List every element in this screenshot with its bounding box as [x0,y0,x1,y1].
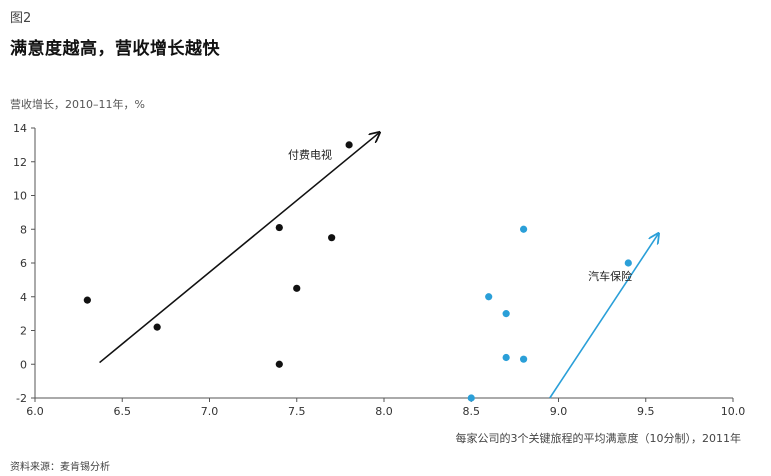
x-tick-label: 6.5 [114,405,132,418]
chart-title: 满意度越高，营收增长越快 [10,39,220,59]
trend-arrow [99,133,379,364]
y-tick-label: 6 [20,257,27,270]
x-tick-label: 8.0 [375,405,393,418]
data-point [275,223,283,232]
data-point [153,323,161,331]
data-point [328,234,336,242]
x-tick-label: 9.5 [637,405,655,418]
y-tick-label: 14 [13,122,27,135]
x-tick-label: 7.0 [201,405,219,418]
x-axis-label: 每家公司的3个关键旅程的平均满意度（10分制），2011年 [455,432,742,445]
data-point [502,353,510,362]
y-tick-label: 12 [13,156,27,169]
y-tick-label: 8 [20,223,27,236]
y-tick-label: -2 [16,392,27,405]
series-annotation: 汽车保险 [588,269,632,283]
x-tick-label: 6.0 [26,405,44,418]
data-point [624,259,632,267]
y-tick-label: 2 [20,325,27,338]
y-tick-label: 0 [20,358,27,371]
data-point [83,296,91,304]
trend-arrow [549,234,658,399]
figure-label: 图2 [10,11,32,26]
data-point [467,394,475,402]
y-axis-label: 营收增长，2010–11年，% [10,98,145,111]
source-note: 资料来源：麦肯锡分析 [10,462,110,473]
y-tick-label: 4 [20,291,27,304]
data-point [502,310,510,318]
data-point [293,284,301,292]
data-point [275,360,283,368]
x-tick-label: 10.0 [721,405,746,418]
data-point [520,355,528,363]
data-point [520,225,528,233]
x-tick-label: 8.5 [463,405,481,418]
x-tick-label: 7.5 [288,405,306,418]
series-annotation: 付费电视 [288,147,332,161]
data-point [345,141,353,149]
x-tick-label: 9.0 [550,405,568,418]
y-tick-label: 10 [13,190,27,203]
data-point [485,293,493,301]
